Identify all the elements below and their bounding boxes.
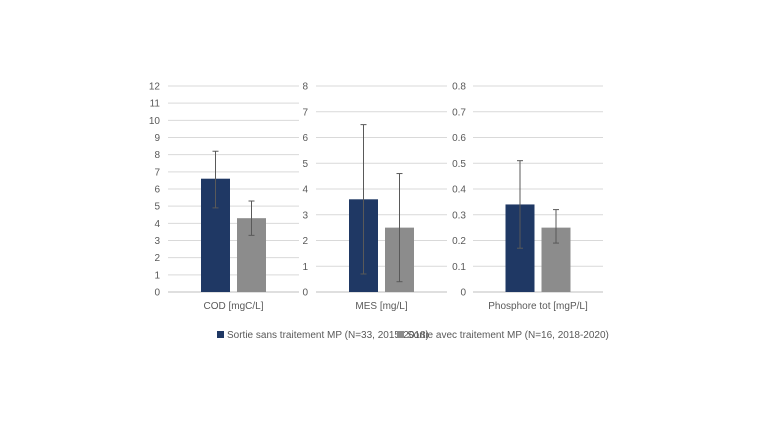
legend: Sortie sans traitement MP (N=33, 2015-20… [217, 330, 609, 341]
error-bar-2 [248, 200, 255, 236]
y-tick-label: 5 [302, 159, 308, 170]
y-tick-label: 0.1 [452, 262, 466, 273]
y-tick-label: 7 [302, 107, 308, 118]
y-tick-label: 2 [302, 236, 308, 247]
x-axis-label: COD [mgC/L] [203, 301, 263, 312]
y-tick-label: 6 [154, 185, 160, 196]
y-tick-label: 0.3 [452, 210, 466, 221]
y-tick-label: 0.4 [452, 185, 466, 196]
y-tick-label: 0.7 [452, 107, 466, 118]
y-tick-label: 10 [149, 116, 161, 127]
y-tick-label: 0 [154, 288, 160, 299]
y-tick-label: 0.8 [452, 82, 466, 93]
legend-swatch-1 [217, 331, 224, 338]
y-tick-label: 11 [150, 99, 161, 110]
x-axis-label: MES [mg/L] [355, 301, 407, 312]
error-bar-2 [553, 209, 559, 244]
y-tick-label: 1 [302, 262, 308, 273]
error-bar-1 [212, 150, 219, 209]
chart-panel-2: 0 1 2 3 4 5 6 7 8 MES [mg/L] [302, 82, 447, 312]
y-tick-label: 8 [154, 150, 160, 161]
chart-panel-3: 0 0.1 0.2 0.3 0.4 0.5 0.6 0.7 0.8 Phosphore tot [… [452, 82, 603, 312]
x-axis-label: Phosphore tot [mgP/L] [488, 301, 588, 312]
y-tick-label: 3 [302, 210, 308, 221]
y-tick-label: 7 [154, 167, 160, 178]
legend-swatch-2 [397, 331, 404, 338]
y-tick-label: 0.2 [452, 236, 466, 247]
error-bar-1 [360, 124, 367, 275]
y-tick-label: 12 [149, 82, 161, 93]
y-tick-label: 0.5 [452, 159, 466, 170]
y-tick-label: 1 [154, 270, 160, 281]
y-tick-label: 5 [154, 202, 160, 213]
legend-label-1: Sortie sans traitement MP (N=33, 2015-20… [227, 330, 429, 341]
y-tick-label: 0 [302, 288, 308, 299]
y-tick-label: 0.6 [452, 133, 466, 144]
y-tick-label: 6 [302, 133, 308, 144]
legend-label-2: Sortie avec traitement MP (N=16, 2018-20… [407, 330, 609, 341]
y-tick-label: 9 [154, 133, 160, 144]
y-tick-label: 8 [302, 82, 308, 93]
y-tick-label: 3 [154, 236, 160, 247]
y-tick-label: 4 [302, 185, 308, 196]
error-bar-1 [517, 160, 523, 249]
y-tick-label: 2 [154, 253, 160, 264]
y-tick-label: 4 [154, 219, 160, 230]
y-tick-label: 0 [460, 288, 466, 299]
error-bar-2 [396, 173, 403, 283]
